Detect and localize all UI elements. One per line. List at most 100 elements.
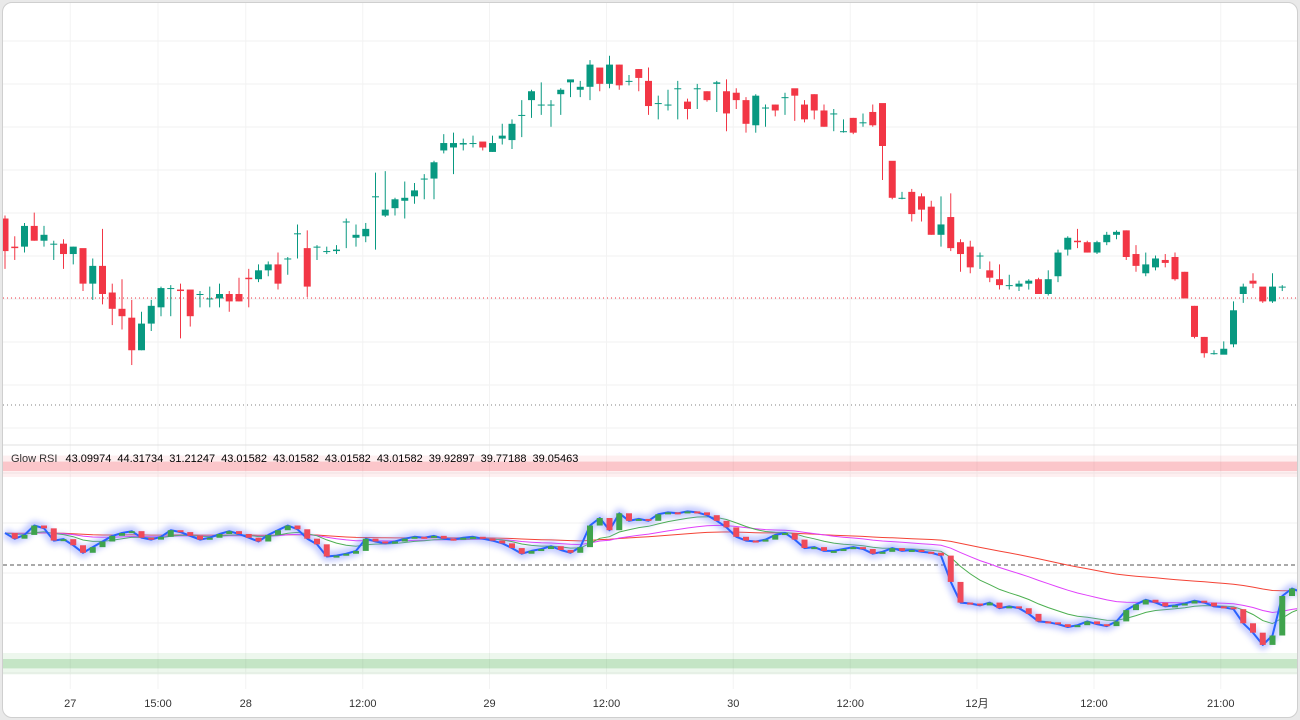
rsi-bar [265,534,272,542]
rsi-bar [704,512,710,516]
candle-body [1220,348,1228,355]
candle-body [440,143,448,151]
candle-body [1200,336,1208,354]
candle-body [381,209,389,216]
rsi-bar [99,541,106,548]
candle-body [703,91,711,101]
candle-body [947,217,955,249]
rsi-bar [947,555,954,582]
indicator-legend: Glow RSI 43.09974 44.31734 31.21247 43.0… [11,453,578,465]
candle-body [1278,286,1286,288]
x-tick-label: 21:00 [1207,698,1235,710]
rsi-bar [60,539,67,542]
rsi-bar [1123,610,1130,622]
rsi-bar [860,547,866,550]
candle-body [1103,234,1111,243]
rsi-bar [908,549,915,552]
candle-body [40,234,48,241]
candle-body [303,248,311,287]
candle-body [1142,264,1150,274]
rsi-bar [713,515,720,521]
candle-body [986,270,994,278]
rsi-bar [752,540,759,543]
rsi-bar [1045,621,1052,624]
rsi-bar [889,548,896,552]
candle-body [957,242,964,255]
candle-body [264,264,272,271]
rsi-bar [1142,599,1149,605]
candle-body [99,265,106,294]
candle-body [1269,286,1276,302]
rsi-bar [509,543,515,549]
rsi-bar [333,555,340,558]
rsi-bar [645,518,652,521]
legend-value-2: 44.31734 [117,453,164,465]
rsi-bar [957,581,964,603]
rsi-bar [869,549,876,554]
rsi-bar [938,552,944,556]
rsi-bar [255,537,262,542]
legend-value-3: 31.21247 [169,453,216,465]
candle-body [1064,237,1072,250]
oversold-glow [3,653,1297,675]
rsi-bar [167,530,174,537]
rsi-bar [197,535,203,540]
rsi-bar [1064,624,1071,628]
rsi-bar [440,535,447,539]
rsi-bar [791,533,798,540]
candle-body [615,64,623,86]
rsi-bar [557,546,564,550]
candle-body [118,308,126,317]
candle-body [372,196,379,198]
chart-canvas[interactable]: 27 15:00 28 12:00 29 12:00 30 12:00 12月 12:00 21:0… [3,3,1297,717]
candle-body [138,323,145,351]
rsi-bar [177,530,184,533]
candle-body [1005,285,1013,287]
rsi-bar [879,551,886,554]
rsi-bar [811,547,818,550]
rsi-bar [1152,599,1159,603]
rsi-bar [528,550,535,554]
x-tick-label: 27 [64,698,76,710]
candle-body [869,111,877,126]
rsi-bar [655,514,662,521]
candle-body [284,258,292,260]
rsi-bar [353,550,359,554]
candle-body [888,160,896,198]
x-tick-label: 12月 [965,698,988,710]
candle-body [352,234,360,238]
candle-body [450,143,457,148]
candle-body [459,143,467,145]
rsi-bar [1181,603,1188,606]
rsi-bar [80,545,86,553]
candle-body [294,233,301,235]
rsi-bar [762,539,769,542]
rsi-bar [343,553,350,556]
rsi-bar [665,512,671,515]
candle-body [1044,279,1052,294]
legend-value-4: 43.01582 [221,453,268,465]
rsi-bar [1220,606,1227,609]
rsi-bar [206,537,213,540]
rsi-bar [470,536,476,539]
rsi-bar [1162,602,1169,607]
candle-body [606,64,613,84]
rsi-ma-fast [4,516,1297,625]
candle-body [1191,305,1198,337]
rsi-bar [986,602,993,606]
x-tick-label: 28 [240,698,252,710]
candle-body [859,122,867,124]
candle-body [420,178,428,180]
candle-body [518,114,526,116]
rsi-bar [606,518,613,531]
rsi-bar [275,530,281,535]
x-tick-label: 12:00 [593,698,621,710]
candle-body [635,69,643,78]
rsi-bar [109,535,116,542]
candle-body [791,88,799,96]
candle-body [537,104,545,106]
candle-body [489,143,496,152]
candle-body [362,228,370,237]
candle-body [752,95,760,126]
candle-body [918,196,925,210]
